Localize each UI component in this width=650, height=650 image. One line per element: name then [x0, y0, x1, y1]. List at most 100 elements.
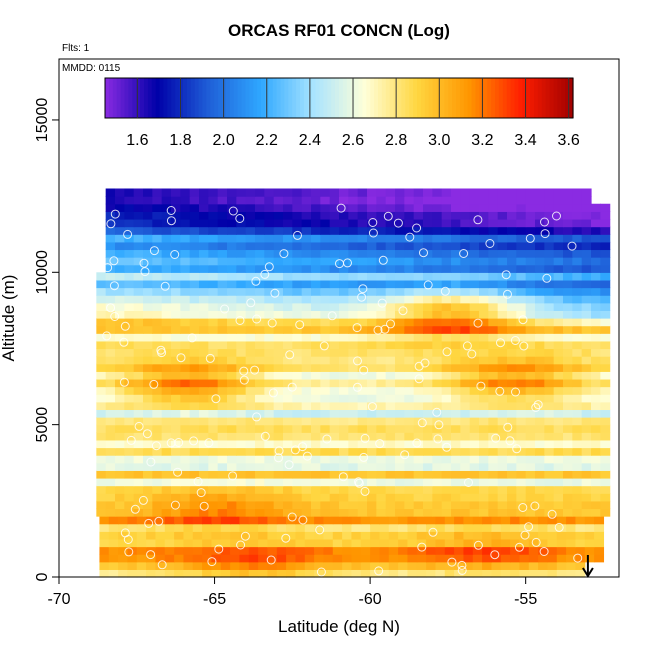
heatmap-cell — [497, 257, 508, 266]
heatmap-cell — [398, 523, 409, 532]
heatmap-cell — [96, 287, 107, 296]
heatmap-cell — [217, 371, 228, 380]
heatmap-cell — [267, 516, 278, 525]
heatmap-cell — [192, 538, 203, 548]
heatmap-cell — [283, 218, 293, 228]
heatmap-cell — [563, 378, 573, 388]
colorbar-swatch — [253, 78, 258, 118]
heatmap-cell — [227, 432, 237, 441]
heatmap-cell — [600, 432, 611, 441]
heatmap-cell — [118, 516, 129, 525]
heatmap-cell — [108, 523, 119, 532]
heatmap-cell — [133, 211, 144, 220]
heatmap-cell — [451, 363, 461, 372]
heatmap-cell — [211, 569, 222, 578]
heatmap-cell — [227, 356, 237, 365]
heatmap-cell — [469, 188, 480, 197]
heatmap-cell — [264, 249, 275, 258]
observation-point — [400, 450, 410, 460]
heatmap-cell — [479, 340, 489, 350]
heatmap-cell — [413, 348, 424, 357]
heatmap-cell — [535, 234, 545, 243]
colorbar-swatch — [534, 78, 539, 118]
heatmap-cell — [357, 279, 368, 289]
heatmap-cell — [370, 516, 381, 525]
heatmap-cell — [525, 218, 536, 228]
heatmap-cell — [404, 264, 415, 273]
observation-point — [512, 444, 522, 454]
heatmap-cell — [591, 508, 601, 517]
heatmap-cell — [572, 378, 583, 388]
heatmap-cell — [525, 310, 536, 319]
heatmap-cell — [348, 310, 359, 319]
heatmap-cell — [311, 340, 321, 350]
heatmap-cell — [600, 325, 611, 334]
heatmap-cell — [283, 508, 293, 517]
heatmap-cell — [273, 462, 284, 471]
heatmap-cell — [189, 318, 200, 327]
heatmap-cell — [516, 363, 527, 372]
heatmap-cell — [367, 287, 377, 296]
heatmap-cell — [245, 249, 256, 258]
heatmap-cell — [199, 447, 209, 456]
heatmap-cell — [133, 249, 144, 258]
heatmap-cell — [460, 348, 471, 357]
heatmap-cell — [276, 546, 287, 555]
heatmap-cell — [600, 477, 611, 487]
heatmap-cell — [497, 356, 508, 365]
heatmap-cell — [600, 295, 611, 304]
heatmap-cell — [591, 371, 601, 380]
heatmap-cell — [413, 371, 424, 380]
observation-point — [138, 495, 148, 505]
heatmap-cell — [332, 569, 343, 578]
heatmap-cell — [108, 554, 119, 563]
heatmap-cell — [311, 439, 321, 449]
observation-point — [319, 341, 329, 351]
heatmap-cell — [451, 401, 461, 411]
heatmap-cell — [124, 386, 135, 395]
heatmap-cell — [413, 218, 424, 228]
heatmap-cell — [239, 569, 250, 578]
heatmap-cell — [245, 264, 256, 273]
heatmap-cell — [152, 401, 163, 411]
heatmap-cell — [283, 226, 293, 235]
heatmap-cell — [217, 340, 228, 350]
heatmap-cell — [96, 325, 107, 334]
heatmap-cell — [497, 462, 508, 471]
heatmap-cell — [591, 455, 601, 464]
heatmap-cell — [432, 371, 443, 380]
heatmap-cell — [451, 432, 461, 441]
heatmap-cell — [581, 318, 592, 327]
heatmap-cell — [479, 249, 489, 258]
heatmap-cell — [208, 310, 219, 319]
heatmap-cell — [426, 523, 437, 532]
heatmap-cell — [413, 279, 424, 289]
heatmap-cell — [161, 226, 172, 235]
heatmap-cell — [581, 485, 592, 494]
heatmap-cell — [292, 447, 303, 456]
observation-point — [316, 567, 326, 577]
heatmap-cell — [460, 470, 471, 479]
heatmap-cell — [264, 500, 275, 510]
heatmap-cell — [525, 462, 536, 471]
heatmap-cell — [460, 318, 471, 327]
heatmap-cell — [339, 493, 349, 502]
heatmap-cell — [143, 318, 153, 327]
heatmap-cell — [472, 538, 483, 548]
heatmap-cell — [161, 417, 172, 426]
heatmap-cell — [105, 500, 116, 510]
colorbar-swatch — [463, 78, 469, 118]
heatmap-cell — [525, 203, 536, 212]
heatmap-cell — [115, 234, 125, 243]
heatmap-cell — [563, 348, 573, 357]
heatmap-cell — [591, 264, 601, 273]
heatmap-cell — [208, 432, 219, 441]
observation-point — [260, 431, 270, 441]
heatmap-cell — [376, 287, 387, 296]
heatmap-cell — [164, 554, 175, 563]
heatmap-cell — [155, 538, 166, 548]
heatmap-cell — [143, 211, 153, 220]
heatmap-cell — [367, 226, 377, 235]
heatmap-cell — [516, 295, 527, 304]
heatmap-cell — [329, 485, 340, 494]
